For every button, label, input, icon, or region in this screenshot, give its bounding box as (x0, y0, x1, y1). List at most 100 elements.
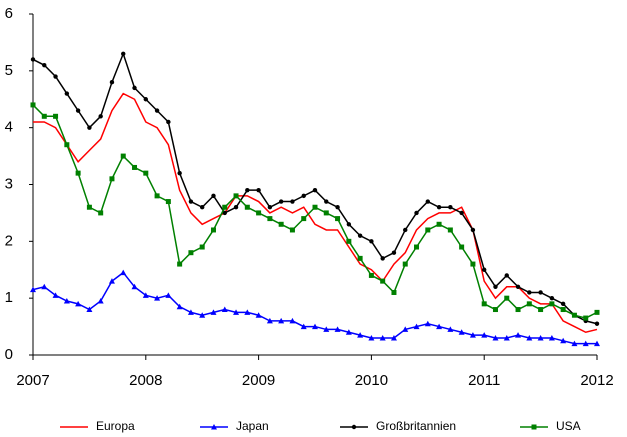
x-tick-label: 2009 (242, 372, 275, 389)
marker (424, 320, 431, 327)
marker (177, 261, 183, 267)
marker (188, 250, 194, 256)
marker (425, 227, 431, 233)
marker (64, 91, 70, 96)
marker (108, 278, 115, 284)
marker (256, 210, 262, 216)
marker (323, 326, 330, 332)
marker (132, 85, 137, 91)
marker (75, 108, 81, 113)
marker (266, 317, 273, 324)
marker (448, 205, 453, 210)
marker (346, 238, 352, 244)
marker (402, 261, 408, 267)
marker (154, 108, 160, 113)
marker (211, 424, 217, 430)
marker (560, 307, 566, 313)
x-tick-label: 2007 (16, 372, 49, 389)
marker (131, 283, 138, 290)
marker (548, 334, 555, 341)
marker (470, 227, 476, 233)
marker (531, 424, 537, 430)
marker (109, 176, 115, 182)
marker (30, 57, 36, 62)
marker (402, 326, 409, 332)
legend-label: Japan (236, 419, 269, 433)
marker (165, 199, 171, 205)
marker (301, 193, 306, 199)
legend-label: Großbritannien (376, 419, 456, 433)
marker (447, 326, 454, 332)
marker (538, 307, 544, 313)
marker (143, 97, 148, 102)
marker (121, 51, 126, 56)
marker (459, 244, 465, 250)
marker (369, 239, 374, 244)
marker (526, 334, 533, 341)
marker (245, 187, 250, 193)
marker (549, 301, 555, 307)
marker (470, 261, 476, 267)
marker (594, 340, 600, 347)
marker (459, 210, 464, 216)
marker (52, 292, 59, 298)
marker (571, 340, 578, 347)
marker (492, 307, 498, 313)
marker (594, 321, 600, 326)
x-tick-label: 2011 (468, 372, 500, 389)
marker (176, 303, 183, 310)
marker (222, 210, 227, 216)
marker (504, 273, 509, 278)
marker (549, 295, 555, 301)
marker (345, 329, 352, 335)
x-tick-label: 2010 (355, 372, 388, 389)
marker (30, 102, 36, 108)
marker (436, 323, 443, 330)
marker (560, 301, 566, 307)
marker (351, 424, 357, 430)
marker (132, 164, 138, 170)
legend-label: Europa (96, 419, 135, 433)
marker (221, 306, 228, 313)
marker (300, 323, 307, 330)
marker (244, 204, 250, 210)
marker (154, 193, 160, 199)
x-tick-label: 2012 (580, 372, 613, 389)
marker (86, 306, 93, 313)
marker (594, 309, 600, 315)
marker (87, 125, 92, 130)
marker (357, 233, 363, 238)
marker (413, 323, 420, 330)
marker (86, 204, 92, 210)
marker (42, 62, 47, 68)
marker (504, 295, 510, 301)
marker (64, 142, 70, 148)
marker (527, 290, 532, 295)
marker (391, 289, 397, 295)
marker (75, 170, 81, 176)
marker (425, 199, 430, 204)
marker (278, 317, 285, 324)
marker (289, 317, 296, 324)
marker (390, 334, 397, 341)
marker (98, 210, 104, 216)
marker (493, 284, 498, 289)
marker (143, 170, 149, 176)
marker (267, 205, 273, 210)
marker (481, 332, 488, 338)
y-tick-label: 2 (5, 232, 13, 249)
marker (233, 309, 240, 315)
marker (447, 227, 453, 233)
marker (324, 199, 329, 204)
marker (380, 256, 385, 261)
marker (515, 307, 521, 313)
marker (481, 301, 487, 307)
marker (244, 309, 251, 315)
marker (211, 193, 216, 199)
marker (379, 334, 386, 341)
y-tick-label: 4 (5, 119, 13, 136)
marker (380, 278, 386, 284)
marker (188, 199, 194, 204)
marker (199, 312, 206, 318)
series-line (33, 92, 598, 334)
